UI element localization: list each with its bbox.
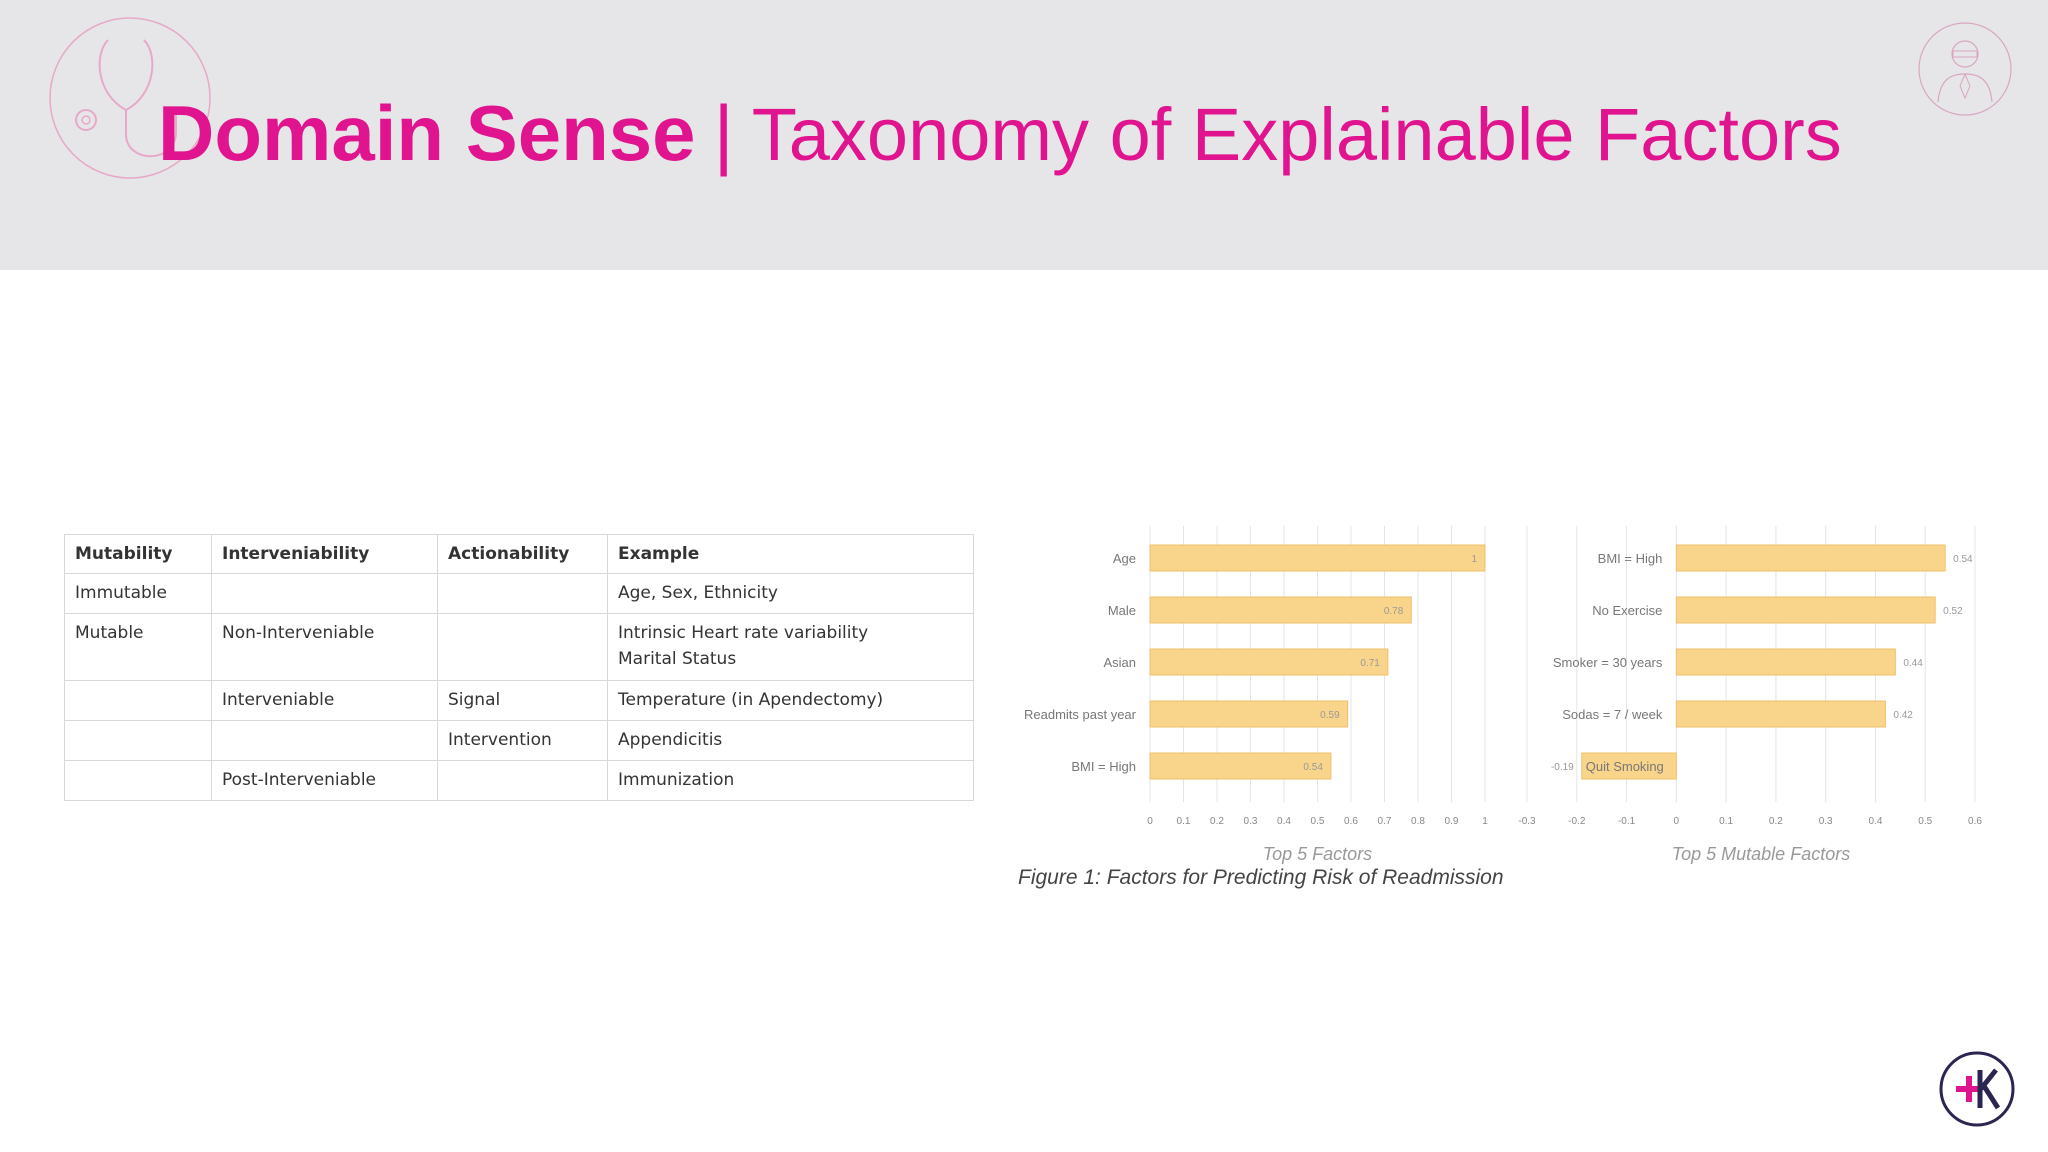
cell-line: Intrinsic Heart rate variability xyxy=(618,623,869,643)
category-label: BMI = High xyxy=(1071,759,1136,774)
data-label: 0.71 xyxy=(1360,658,1380,669)
table-row: Post-Interveniable Immunization xyxy=(64,760,974,801)
x-tick-label: 0.9 xyxy=(1445,816,1459,827)
bar xyxy=(1581,752,1677,780)
bar xyxy=(1675,700,1886,728)
table-cell: Intervention xyxy=(437,720,608,761)
x-tick-label: 0.1 xyxy=(1719,816,1733,827)
title-bold: Domain Sense xyxy=(158,89,696,177)
figure-caption: Figure 1: Factors for Predicting Risk of… xyxy=(1018,866,1504,889)
x-tick-label: 0.6 xyxy=(1344,816,1358,827)
category-label: Male xyxy=(1108,603,1136,618)
table-cell: Non-Interveniable xyxy=(211,613,438,681)
bar xyxy=(1149,648,1389,676)
table-cell: Post-Interveniable xyxy=(211,760,438,801)
table-cell: Immutable xyxy=(64,573,212,614)
column-header: Actionability xyxy=(437,534,608,574)
bar xyxy=(1149,752,1332,780)
bar xyxy=(1149,544,1486,572)
category-label: Smoker = 30 years xyxy=(1553,655,1663,670)
bar xyxy=(1675,648,1896,676)
page-title: Domain Sense | Taxonomy of Explainable Fac… xyxy=(158,88,1842,179)
table-cell xyxy=(211,720,438,761)
table-row: Immutable Age, Sex, Ethnicity xyxy=(64,573,974,614)
category-label: Sodas = 7 / week xyxy=(1562,707,1663,722)
x-tick-label: 0.6 xyxy=(1968,816,1982,827)
x-tick-label: -0.2 xyxy=(1568,816,1586,827)
data-label: 0.54 xyxy=(1953,554,1973,565)
bar xyxy=(1149,700,1349,728)
category-label: Asian xyxy=(1103,655,1136,670)
stethoscope-icon xyxy=(49,17,211,179)
data-label: 1 xyxy=(1471,554,1477,565)
table-cell: Appendicitis xyxy=(607,720,974,761)
table-cell xyxy=(64,680,212,721)
column-header: Example xyxy=(607,534,974,574)
doctor-icon xyxy=(1918,22,2012,116)
x-tick-label: 0.5 xyxy=(1918,816,1932,827)
table-cell xyxy=(437,760,608,801)
table-row: Mutable Non-Interveniable Intrinsic Hear… xyxy=(64,613,974,681)
table-cell xyxy=(437,613,608,681)
bar xyxy=(1675,596,1936,624)
category-label: Age xyxy=(1113,551,1136,566)
column-header: Interveniability xyxy=(211,534,438,574)
data-label: 0.42 xyxy=(1893,710,1913,721)
table-cell: Signal xyxy=(437,680,608,721)
title-separator: | xyxy=(713,89,734,177)
data-label: 0.59 xyxy=(1320,710,1340,721)
bar xyxy=(1149,596,1412,624)
cell-line: Marital Status xyxy=(618,649,737,669)
data-label: 0.54 xyxy=(1303,762,1323,773)
table-cell: Age, Sex, Ethnicity xyxy=(607,573,974,614)
x-tick-label: -0.1 xyxy=(1618,816,1636,827)
category-label: No Exercise xyxy=(1592,603,1662,618)
data-label: 0.78 xyxy=(1384,606,1404,617)
x-tick-label: 0.7 xyxy=(1378,816,1392,827)
title-subtitle: Taxonomy of Explainable Factors xyxy=(751,93,1842,176)
category-label: BMI = High xyxy=(1598,551,1663,566)
taxonomy-table: Mutability Interveniability Actionabilit… xyxy=(64,534,974,801)
table-header-row: Mutability Interveniability Actionabilit… xyxy=(64,534,974,574)
x-tick-label: 0.3 xyxy=(1244,816,1258,827)
table-row: Intervention Appendicitis xyxy=(64,720,974,761)
category-label: Readmits past year xyxy=(1024,707,1137,722)
data-label: -0.19 xyxy=(1551,762,1574,773)
table-cell: Intrinsic Heart rate variability Marital … xyxy=(607,613,974,681)
chart-title: Top 5 Mutable Factors xyxy=(1672,844,1850,864)
x-tick-label: 0.3 xyxy=(1819,816,1833,827)
table-cell xyxy=(64,760,212,801)
table-cell: Immunization xyxy=(607,760,974,801)
x-tick-label: -0.3 xyxy=(1518,816,1536,827)
x-tick-label: 0 xyxy=(1674,816,1680,827)
table-cell xyxy=(211,573,438,614)
data-label: 0.52 xyxy=(1943,606,1963,617)
table-cell xyxy=(64,720,212,761)
category-label: Quit Smoking xyxy=(1586,759,1664,774)
table-cell xyxy=(437,573,608,614)
x-tick-label: 0.1 xyxy=(1177,816,1191,827)
table-cell: Interveniable xyxy=(211,680,438,721)
column-header: Mutability xyxy=(64,534,212,574)
x-tick-label: 0 xyxy=(1147,816,1153,827)
brand-logo-icon xyxy=(1939,1051,2015,1127)
table-cell: Temperature (in Apendectomy) xyxy=(607,680,974,721)
table-row: Interveniable Signal Temperature (in Ape… xyxy=(64,680,974,721)
x-tick-label: 0.4 xyxy=(1868,816,1882,827)
readmission-charts: 0 0.1 0.2 0.3 0.4 0.5 0.6 0.7 0.8 0.9 1 Age 1 Male 0.7… xyxy=(1024,526,1982,864)
x-tick-label: 0.2 xyxy=(1769,816,1783,827)
table-cell: Mutable xyxy=(64,613,212,681)
bar xyxy=(1675,544,1946,572)
chart-title: Top 5 Factors xyxy=(1263,844,1372,864)
x-tick-label: 0.8 xyxy=(1411,816,1425,827)
x-tick-label: 1 xyxy=(1482,816,1488,827)
slide-header: Domain Sense | Taxonomy of Explainable Fac… xyxy=(0,0,2048,270)
data-label: 0.44 xyxy=(1903,658,1923,669)
x-tick-label: 0.4 xyxy=(1277,816,1291,827)
x-tick-label: 0.2 xyxy=(1210,816,1224,827)
x-tick-label: 0.5 xyxy=(1311,816,1325,827)
